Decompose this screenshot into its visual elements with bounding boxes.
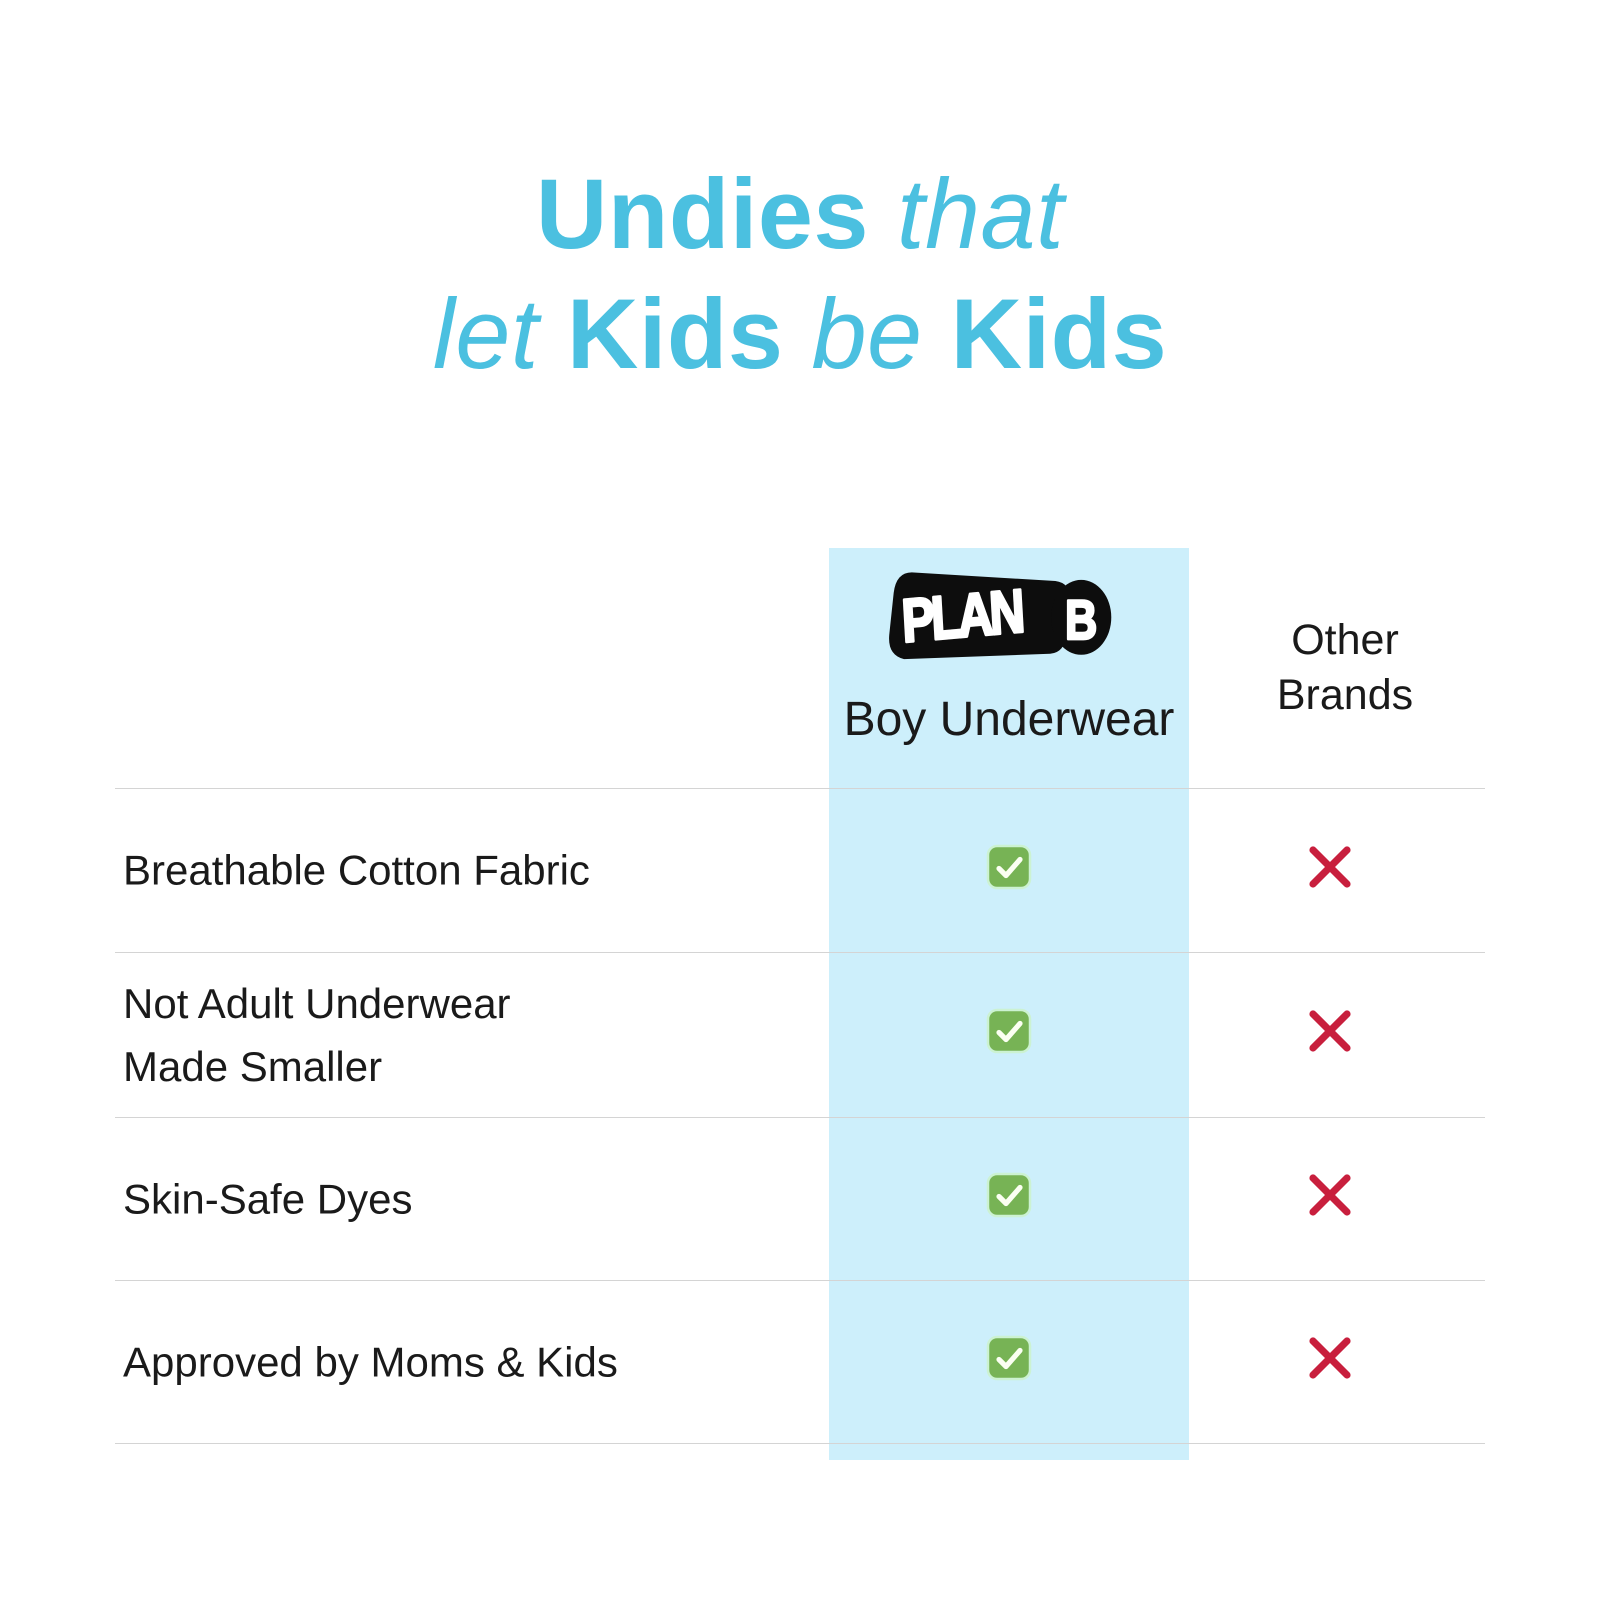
svg-text:B: B xyxy=(1065,588,1097,651)
svg-text:PLAN: PLAN xyxy=(900,577,1024,656)
